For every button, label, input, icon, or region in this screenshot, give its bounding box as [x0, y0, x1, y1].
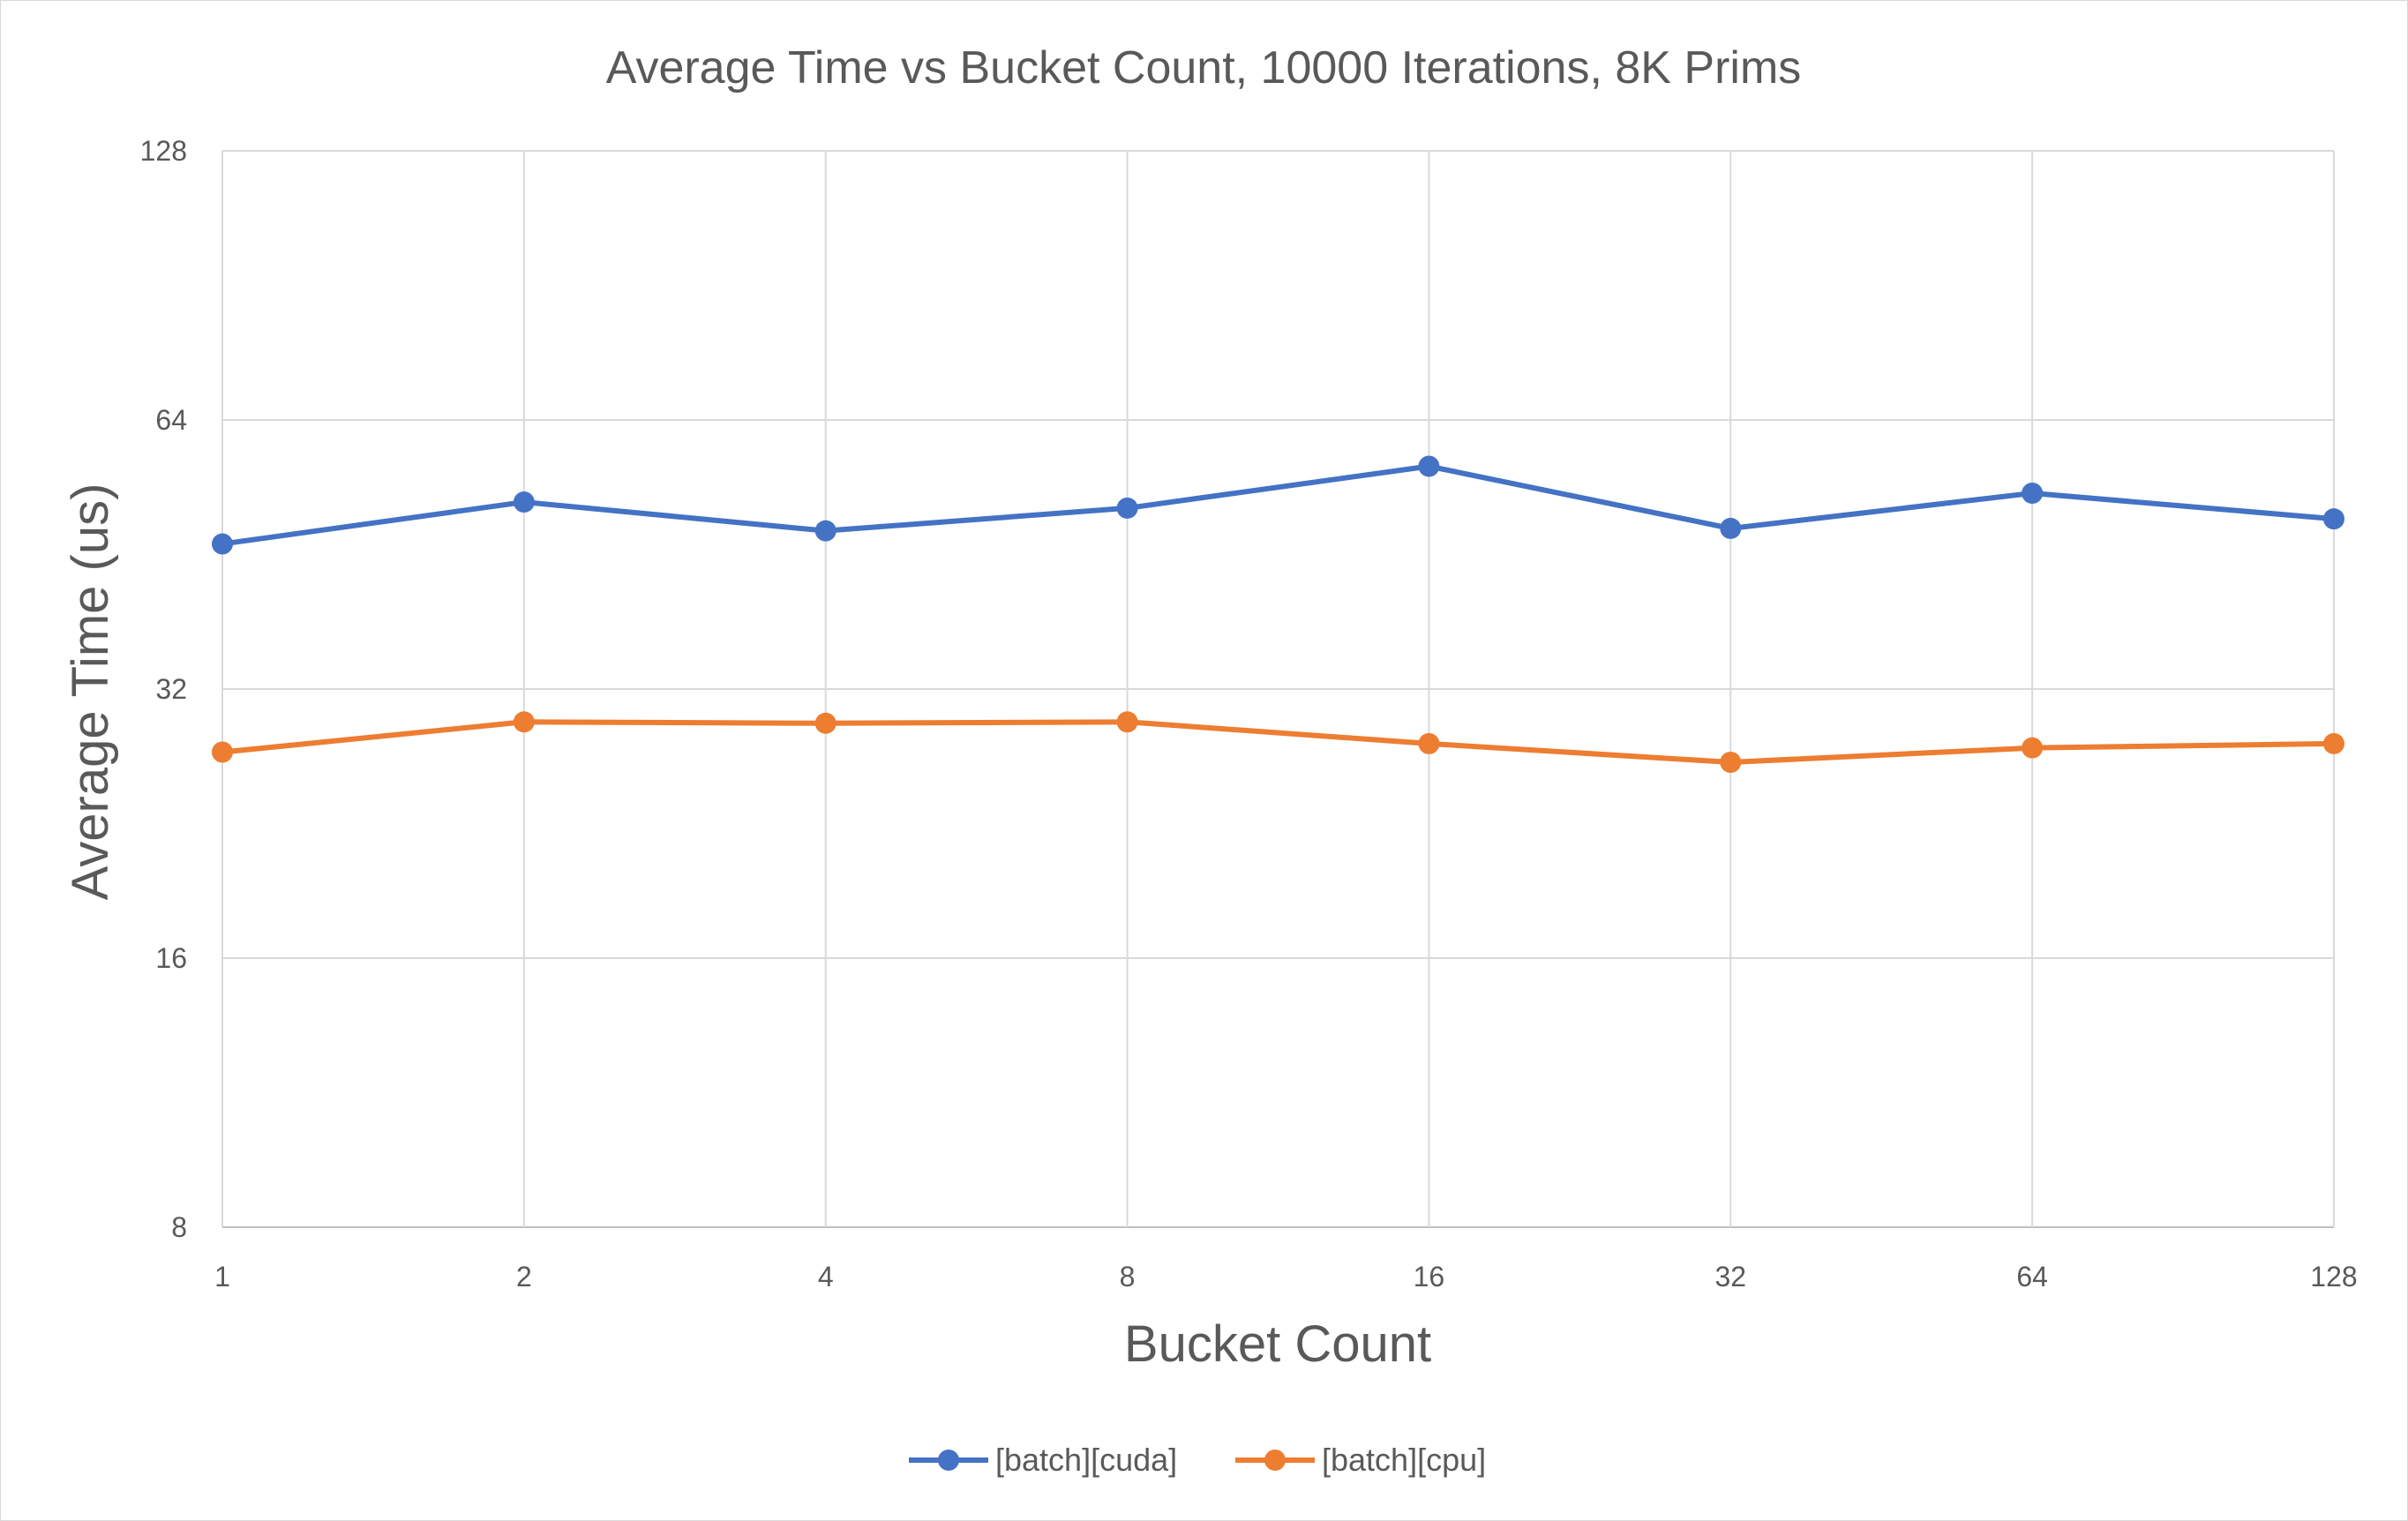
grid: [221, 150, 2335, 1228]
data-point: [1116, 711, 1138, 733]
data-point: [212, 533, 233, 555]
data-points: [212, 455, 2344, 773]
y-axis-ticks: 8 16 32 64 128: [140, 135, 187, 1243]
legend-label: [batch][cuda]: [995, 1442, 1177, 1478]
legend-swatch-marker: [1264, 1450, 1286, 1471]
y-tick-label: 64: [155, 404, 187, 436]
data-point: [2022, 482, 2044, 504]
data-point: [2323, 732, 2344, 754]
x-tick-label: 64: [2016, 1261, 2048, 1292]
x-axis-ticks: 1 2 4 8 16 32 64 128: [214, 1261, 2358, 1292]
series-lines: [220, 463, 2337, 765]
x-tick-label: 1: [214, 1261, 230, 1292]
x-axis-title: Bucket Count: [1124, 1315, 1431, 1373]
y-tick-label: 8: [171, 1211, 187, 1243]
data-point: [513, 711, 535, 733]
series-line-0: [220, 463, 2337, 547]
data-point: [1720, 751, 1742, 773]
x-tick-label: 16: [1414, 1261, 1445, 1292]
x-tick-label: 128: [2310, 1261, 2357, 1292]
data-point: [513, 491, 535, 513]
chart-title: Average Time vs Bucket Count, 10000 Iter…: [606, 42, 1802, 94]
data-point: [2323, 508, 2344, 530]
data-point: [814, 520, 836, 542]
legend: [batch][cuda] [batch][cpu]: [909, 1442, 1486, 1478]
series-line-1: [220, 719, 2337, 765]
x-tick-label: 32: [1714, 1261, 1746, 1292]
data-point: [2022, 737, 2044, 759]
data-point: [814, 712, 836, 734]
y-tick-label: 32: [155, 673, 187, 705]
legend-swatch-marker: [938, 1450, 959, 1471]
legend-label: [batch][cpu]: [1322, 1442, 1486, 1478]
y-tick-label: 16: [155, 942, 187, 974]
x-tick-label: 4: [818, 1261, 834, 1292]
y-tick-label: 128: [140, 135, 187, 167]
data-point: [212, 741, 233, 763]
y-axis-title: Average Time (us): [62, 483, 119, 901]
data-point: [1418, 455, 1440, 477]
x-tick-label: 2: [516, 1261, 532, 1292]
x-tick-label: 8: [1120, 1261, 1136, 1292]
data-point: [1720, 517, 1742, 539]
data-point: [1418, 732, 1440, 754]
data-point: [1116, 497, 1138, 519]
